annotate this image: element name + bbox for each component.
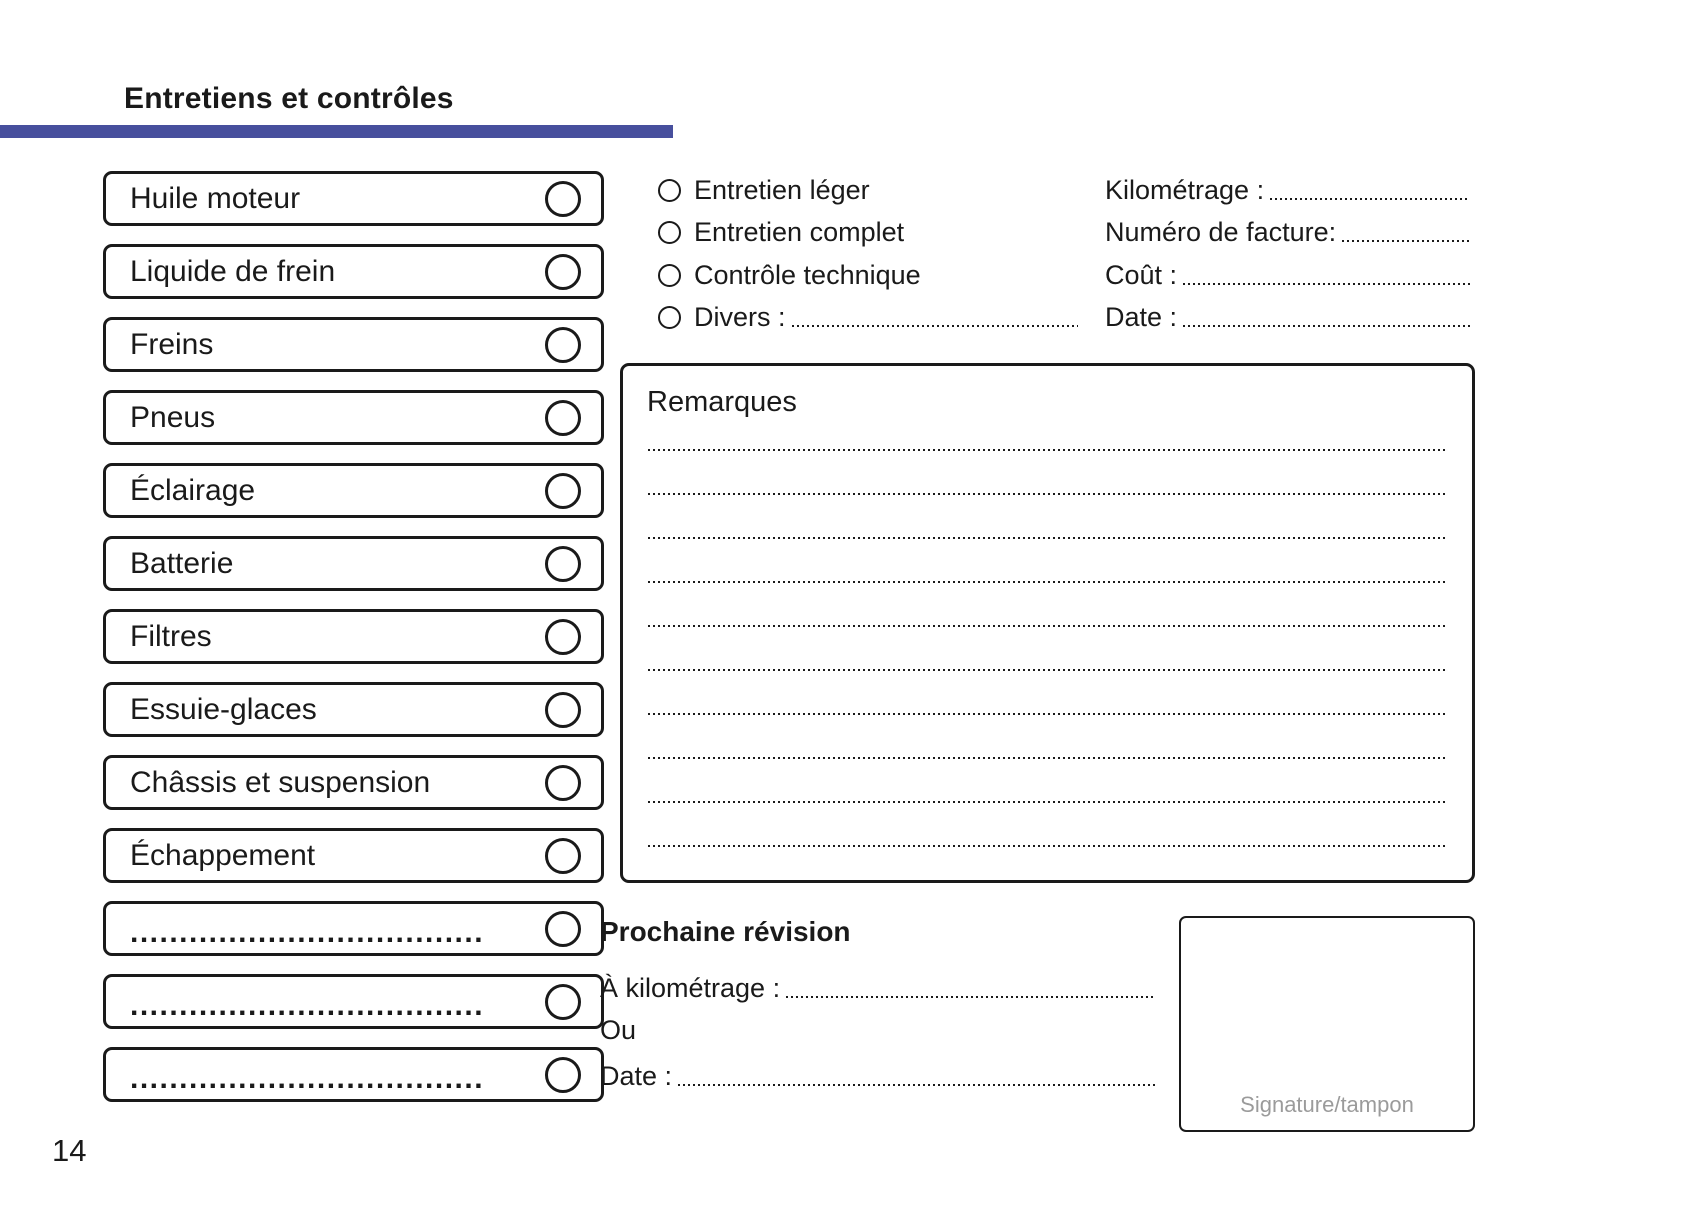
check-circle[interactable] [545, 326, 581, 363]
radio-circle[interactable] [658, 305, 681, 329]
remarks-write-in-line [648, 625, 1445, 627]
check-circle[interactable] [545, 618, 581, 655]
checklist-row-pneus: Pneus [103, 390, 604, 445]
checklist-row-blank-3: .................................... [103, 1047, 604, 1102]
remarks-write-in-line [648, 713, 1445, 715]
field-label: Date : [1105, 301, 1178, 332]
checklist-row-echappement: Échappement [103, 828, 604, 883]
field-row-date: Date : [1105, 300, 1470, 334]
next-revision-date-row: Date : [600, 1059, 1156, 1093]
next-revision-or-row: Ou [600, 1013, 1156, 1047]
remarks-title: Remarques [647, 386, 797, 418]
signature-box: Signature/tampon [1179, 916, 1475, 1132]
field-label: Numéro de facture: [1105, 216, 1337, 247]
checklist-row-essuie-glaces: Essuie-glaces [103, 682, 604, 737]
check-circle[interactable] [545, 180, 581, 217]
next-revision-km-row: À kilométrage : [600, 971, 1156, 1005]
remarks-write-in-line [648, 493, 1445, 495]
check-circle[interactable] [545, 837, 581, 874]
checklist-label: Châssis et suspension [130, 765, 431, 799]
check-circle[interactable] [545, 910, 581, 947]
checklist-label: Éclairage [130, 473, 256, 507]
checklist-row-batterie: Batterie [103, 536, 604, 591]
checklist-row-blank-1: .................................... [103, 901, 604, 956]
check-circle[interactable] [545, 1056, 581, 1093]
title-underline-bar [0, 125, 673, 138]
service-type-row-entretien-complet: Entretien complet [658, 215, 1078, 249]
checklist-blank-label: .................................... [130, 990, 485, 1021]
field-label: Kilométrage : [1105, 174, 1265, 205]
field-label: Coût : [1105, 259, 1178, 290]
remarks-write-in-line [648, 581, 1445, 583]
check-circle[interactable] [545, 764, 581, 801]
check-circle[interactable] [545, 691, 581, 728]
check-circle[interactable] [545, 983, 581, 1020]
remarks-write-in-line [648, 757, 1445, 759]
check-circle[interactable] [545, 253, 581, 290]
checklist-label: Batterie [130, 546, 234, 580]
checklist-label: Échappement [130, 838, 316, 872]
service-type-row-divers: Divers : [658, 300, 1078, 334]
check-circle[interactable] [545, 472, 581, 509]
checklist-row-blank-2: .................................... [103, 974, 604, 1029]
service-type-label: Entretien complet [694, 216, 905, 247]
remarks-write-in-line [648, 801, 1445, 803]
next-revision-date-label: Date : [600, 1060, 673, 1091]
page-number: 14 [52, 1133, 87, 1168]
date-write-in-line [1183, 325, 1470, 327]
checklist-row-liquide-de-frein: Liquide de frein [103, 244, 604, 299]
cout-write-in-line [1183, 283, 1470, 285]
checklist-label: Freins [130, 327, 214, 361]
check-circle[interactable] [545, 545, 581, 582]
next-revision-title: Prochaine révision [600, 916, 851, 947]
service-type-label: Divers : [694, 301, 786, 332]
next-revision-date-write-in-line [678, 1084, 1156, 1086]
divers-write-in-line [791, 325, 1078, 327]
next-revision-km-write-in-line [786, 996, 1156, 998]
remarks-write-in-line [648, 537, 1445, 539]
service-type-label: Contrôle technique [694, 259, 921, 290]
next-revision-km-label: À kilométrage : [600, 972, 781, 1003]
checklist-blank-label: .................................... [130, 917, 485, 948]
remarks-write-in-line [648, 845, 1445, 847]
checklist-label: Filtres [130, 619, 212, 653]
check-circle[interactable] [545, 399, 581, 436]
checklist-row-eclairage: Éclairage [103, 463, 604, 518]
facture-write-in-line [1342, 240, 1470, 242]
remarks-box: Remarques [620, 363, 1475, 883]
checklist-label: Huile moteur [130, 181, 301, 215]
checklist-label: Essuie-glaces [130, 692, 317, 726]
remarks-write-in-line [648, 449, 1445, 451]
service-type-row-controle-technique: Contrôle technique [658, 258, 1078, 292]
checklist-row-freins: Freins [103, 317, 604, 372]
radio-circle[interactable] [658, 263, 681, 287]
service-type-label: Entretien léger [694, 174, 870, 205]
radio-circle[interactable] [658, 220, 681, 244]
field-row-kilometrage: Kilométrage : [1105, 173, 1470, 207]
field-row-numero-facture: Numéro de facture: [1105, 215, 1470, 249]
next-revision-or-label: Ou [600, 1014, 637, 1045]
field-row-cout: Coût : [1105, 258, 1470, 292]
remarks-write-in-line [648, 669, 1445, 671]
checklist-row-filtres: Filtres [103, 609, 604, 664]
checklist-label: Pneus [130, 400, 216, 434]
checklist-label: Liquide de frein [130, 254, 336, 288]
kilometrage-write-in-line [1270, 198, 1470, 200]
checklist-blank-label: .................................... [130, 1063, 485, 1094]
checklist-row-chassis-suspension: Châssis et suspension [103, 755, 604, 810]
page-title: Entretiens et contrôles [124, 82, 454, 115]
signature-label: Signature/tampon [1240, 1092, 1414, 1117]
service-type-row-entretien-leger: Entretien léger [658, 173, 1078, 207]
checklist-row-huile-moteur: Huile moteur [103, 171, 604, 226]
radio-circle[interactable] [658, 178, 681, 202]
